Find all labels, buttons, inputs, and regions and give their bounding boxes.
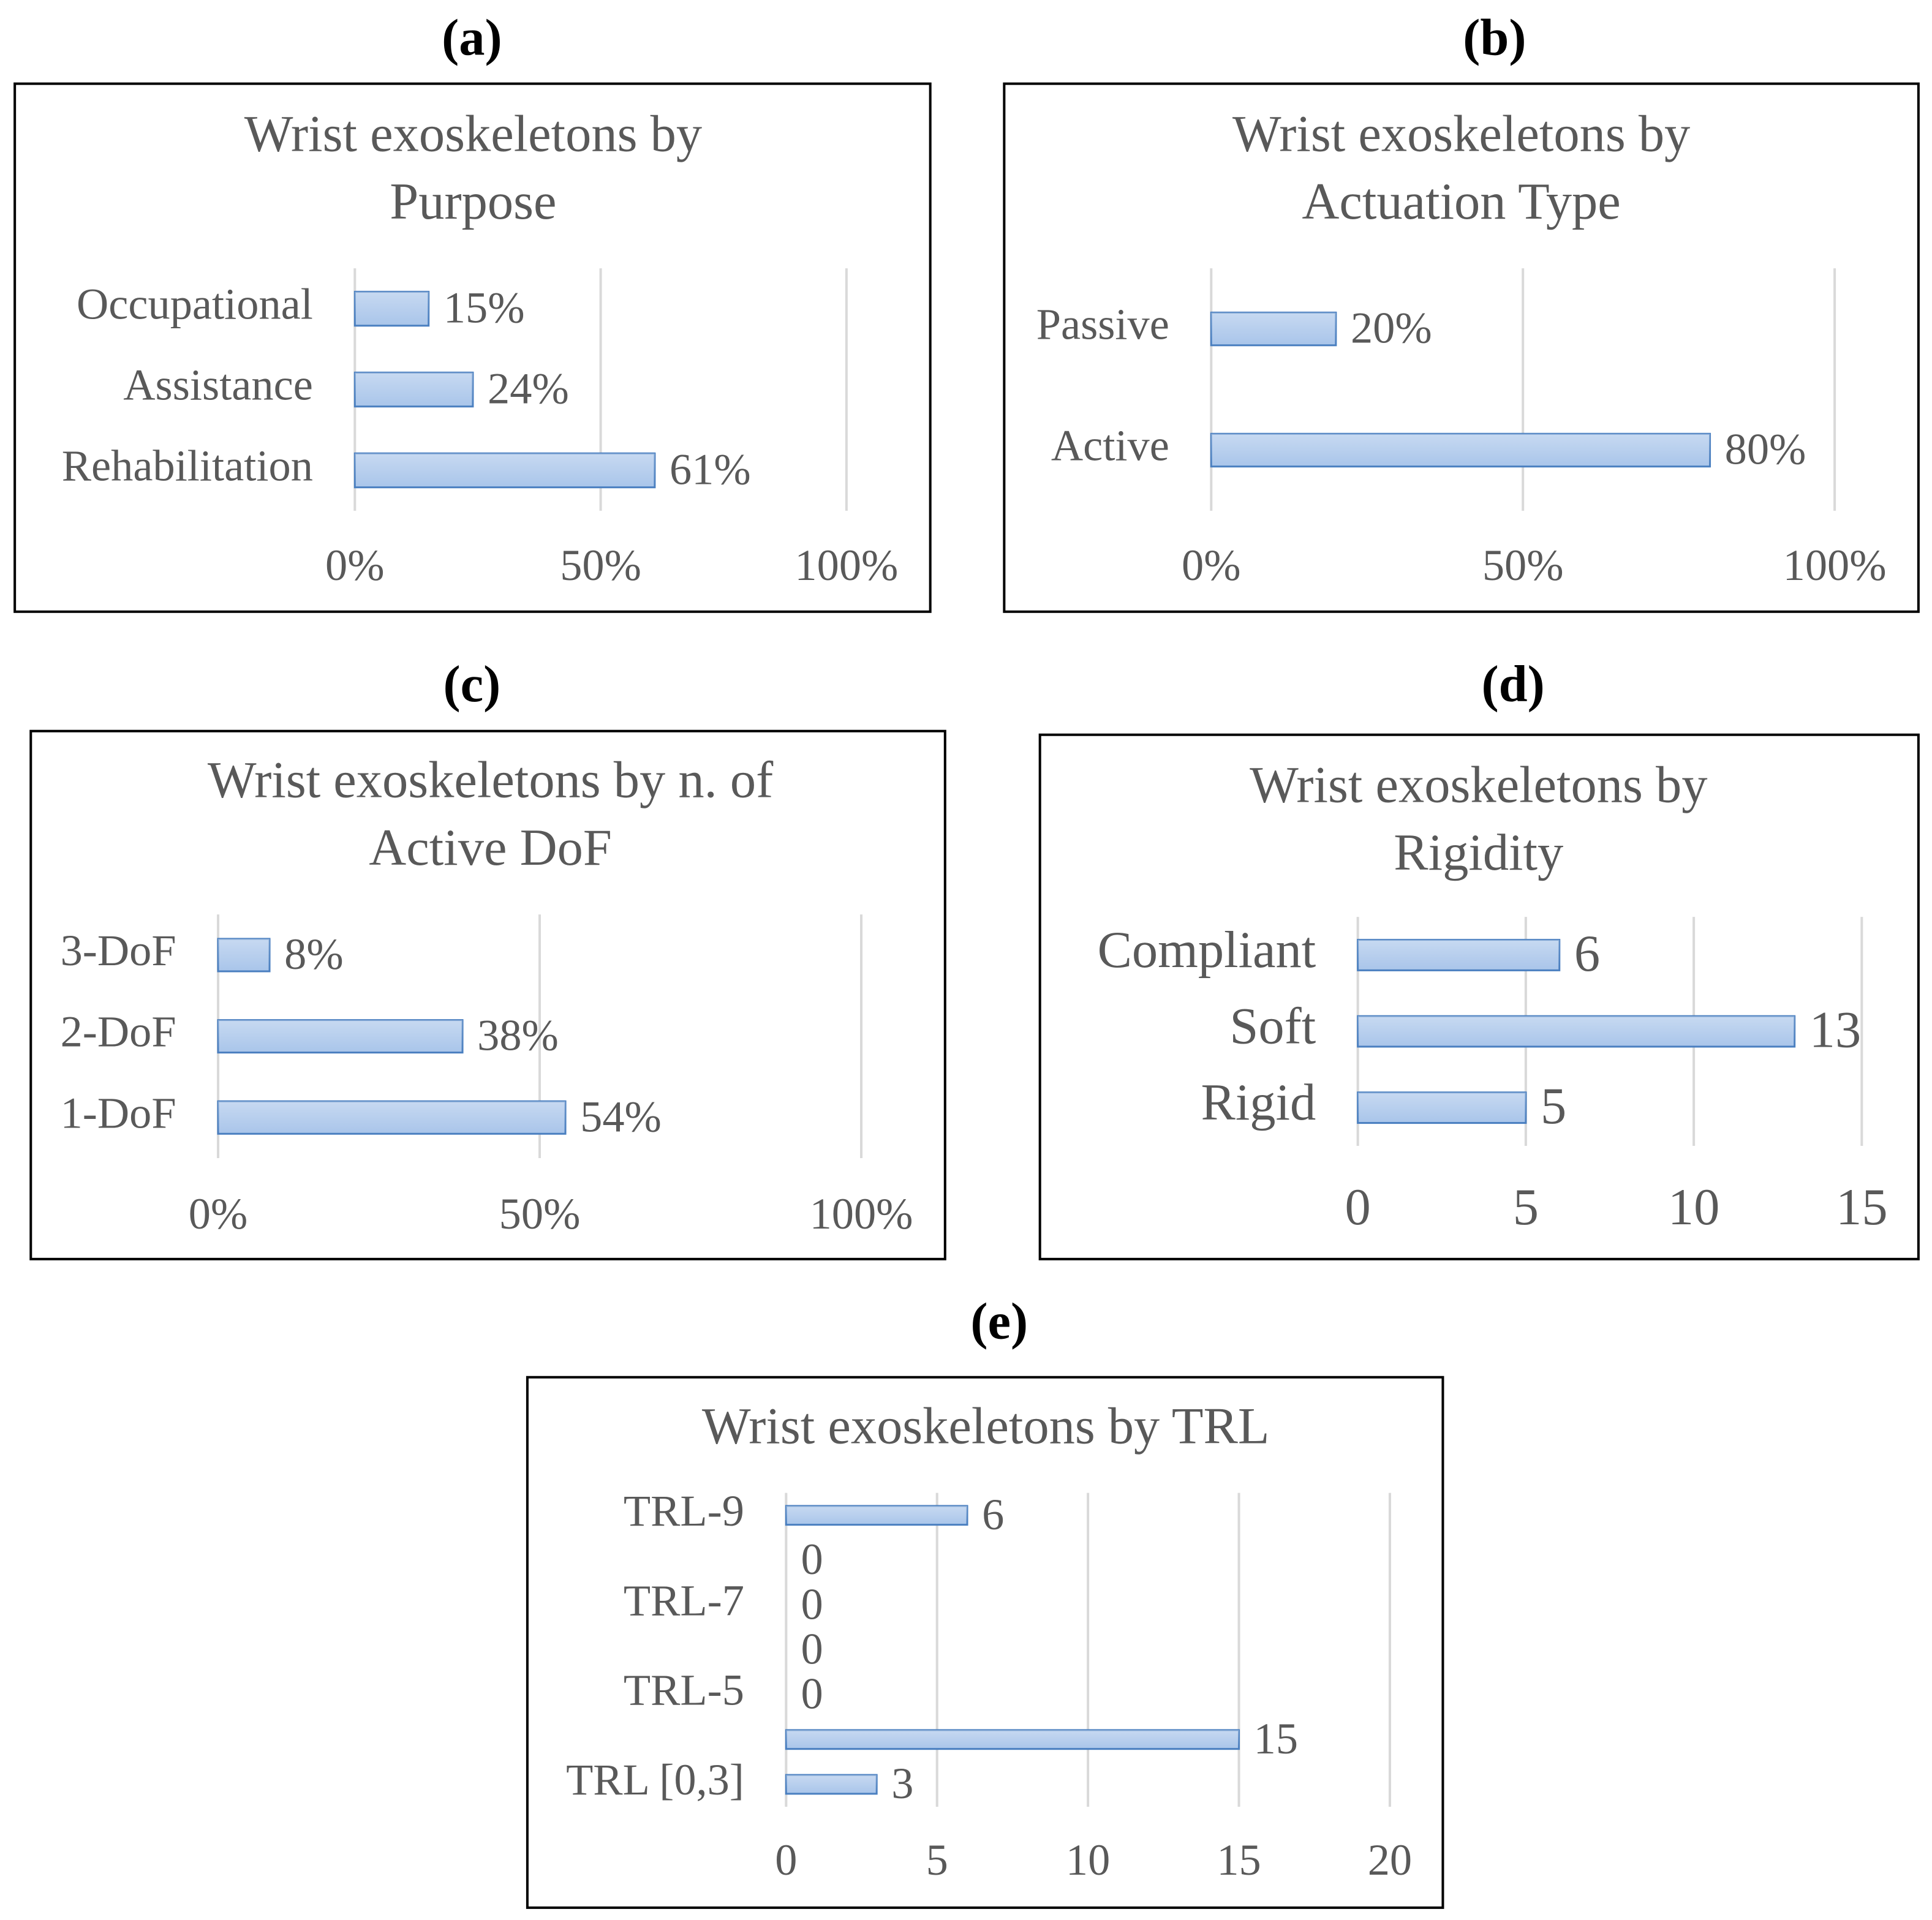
chart-frame: [1038, 733, 1920, 1260]
x-tick-label: 10: [1668, 1179, 1719, 1236]
y-tick-label: 1-DoF: [61, 1088, 176, 1137]
chart-title: Wrist exoskeletons by TRL: [702, 1398, 1270, 1455]
y-tick-label: TRL-7: [624, 1576, 744, 1625]
value-label: 0: [801, 1535, 823, 1584]
bar-shine: [786, 1505, 968, 1525]
value-label: 20%: [1351, 304, 1432, 353]
x-tick-label: 50%: [499, 1189, 581, 1238]
x-tick-label: 10: [1066, 1835, 1110, 1884]
value-label: 80%: [1725, 425, 1806, 474]
bar-shine: [1211, 312, 1336, 345]
y-tick-label: Passive: [1036, 300, 1169, 349]
y-tick-label: Rigid: [1201, 1074, 1316, 1131]
x-tick-label: 0%: [325, 541, 385, 590]
value-label: 61%: [670, 445, 751, 494]
y-tick-label: Active: [1051, 421, 1169, 470]
x-tick-label: 50%: [560, 541, 641, 590]
bar-shine: [1357, 939, 1560, 971]
chart-title: Purpose: [390, 173, 556, 230]
y-tick-label: TRL-9: [624, 1486, 744, 1535]
chart-frame: [526, 1376, 1444, 1909]
bar-shine: [218, 1101, 566, 1134]
value-label: 15%: [443, 284, 525, 333]
value-label: 38%: [477, 1011, 559, 1060]
chart-panel: (b) Wrist exoskeletons by Actuation Type 0%…: [1003, 10, 1920, 613]
bar-shine: [1357, 1092, 1526, 1123]
value-label: 0: [801, 1625, 823, 1674]
bar-shine: [218, 1020, 463, 1053]
bar-shine: [355, 372, 473, 407]
value-label: 13: [1809, 1001, 1861, 1058]
y-tick-label: Rehabilitation: [62, 442, 313, 491]
x-tick-label: 50%: [1482, 541, 1564, 590]
bar-shine: [1357, 1016, 1795, 1047]
chart-title: Wrist exoskeletons by n. of: [208, 752, 774, 809]
x-tick-label: 0%: [1182, 541, 1241, 590]
value-label: 15: [1254, 1714, 1298, 1763]
chart-title: Actuation Type: [1302, 173, 1620, 230]
x-tick-label: 100%: [810, 1189, 913, 1238]
chart-panel: (e) Wrist exoskeletons by TRL 0 5 10 15 20 TRL …: [526, 1293, 1444, 1909]
value-label: 6: [982, 1490, 1004, 1539]
y-tick-label: Compliant: [1098, 922, 1316, 979]
value-label: 5: [1541, 1078, 1566, 1135]
chart-frame: [29, 729, 946, 1260]
chart-title: Rigidity: [1394, 824, 1563, 881]
panel-label: (e): [970, 1293, 1028, 1350]
x-tick-label: 20: [1368, 1835, 1412, 1884]
y-tick-label: TRL [0,3]: [566, 1755, 744, 1804]
chart-panel: (c) Wrist exoskeletons by n. of Active DoF…: [29, 656, 946, 1260]
bar-shine: [355, 292, 429, 326]
y-tick-label: Soft: [1229, 998, 1316, 1055]
x-tick-label: 5: [1513, 1179, 1539, 1236]
panel-label: (a): [442, 10, 502, 67]
x-tick-label: 15: [1217, 1835, 1261, 1884]
value-label: 3: [891, 1759, 913, 1808]
chart-frame: [13, 82, 932, 613]
bar-shine: [786, 1730, 1239, 1749]
panel-label: (b): [1463, 10, 1526, 67]
value-label: 24%: [488, 364, 569, 413]
chart-title: Active DoF: [369, 819, 612, 876]
value-label: 54%: [580, 1092, 662, 1141]
chart-title: Wrist exoskeletons by: [1250, 757, 1707, 814]
x-tick-label: 100%: [1783, 541, 1887, 590]
y-tick-label: 2-DoF: [61, 1007, 176, 1056]
chart-panel: (d) Wrist exoskeletons by Rigidity 0 5 10 15 Ri…: [1038, 656, 1920, 1260]
bar-shine: [786, 1775, 877, 1794]
value-label: 6: [1574, 925, 1600, 982]
y-tick-label: Assistance: [123, 361, 313, 410]
bar-shine: [355, 453, 655, 488]
x-tick-label: 15: [1836, 1179, 1887, 1236]
value-label: 8%: [284, 930, 344, 979]
panel-label: (d): [1481, 656, 1544, 713]
panel-label: (c): [443, 656, 501, 713]
chart-panel: (a) Wrist exoskeletons by Purpose 0% 50% 100%…: [13, 10, 932, 613]
x-tick-label: 5: [926, 1835, 948, 1884]
x-tick-label: 0%: [189, 1189, 248, 1238]
chart-title: Wrist exoskeletons by: [244, 105, 702, 162]
x-tick-label: 100%: [794, 541, 898, 590]
y-tick-label: Occupational: [77, 280, 313, 329]
bar-shine: [1211, 434, 1710, 467]
y-tick-label: 3-DoF: [61, 926, 176, 975]
x-tick-label: 0: [775, 1835, 797, 1884]
x-tick-label: 0: [1345, 1179, 1371, 1236]
value-label: 0: [801, 1579, 823, 1628]
y-tick-label: TRL-5: [624, 1666, 744, 1715]
bar-shine: [218, 938, 270, 971]
chart-frame: [1003, 82, 1920, 613]
chart-title: Wrist exoskeletons by: [1232, 105, 1690, 162]
value-label: 0: [801, 1670, 823, 1719]
